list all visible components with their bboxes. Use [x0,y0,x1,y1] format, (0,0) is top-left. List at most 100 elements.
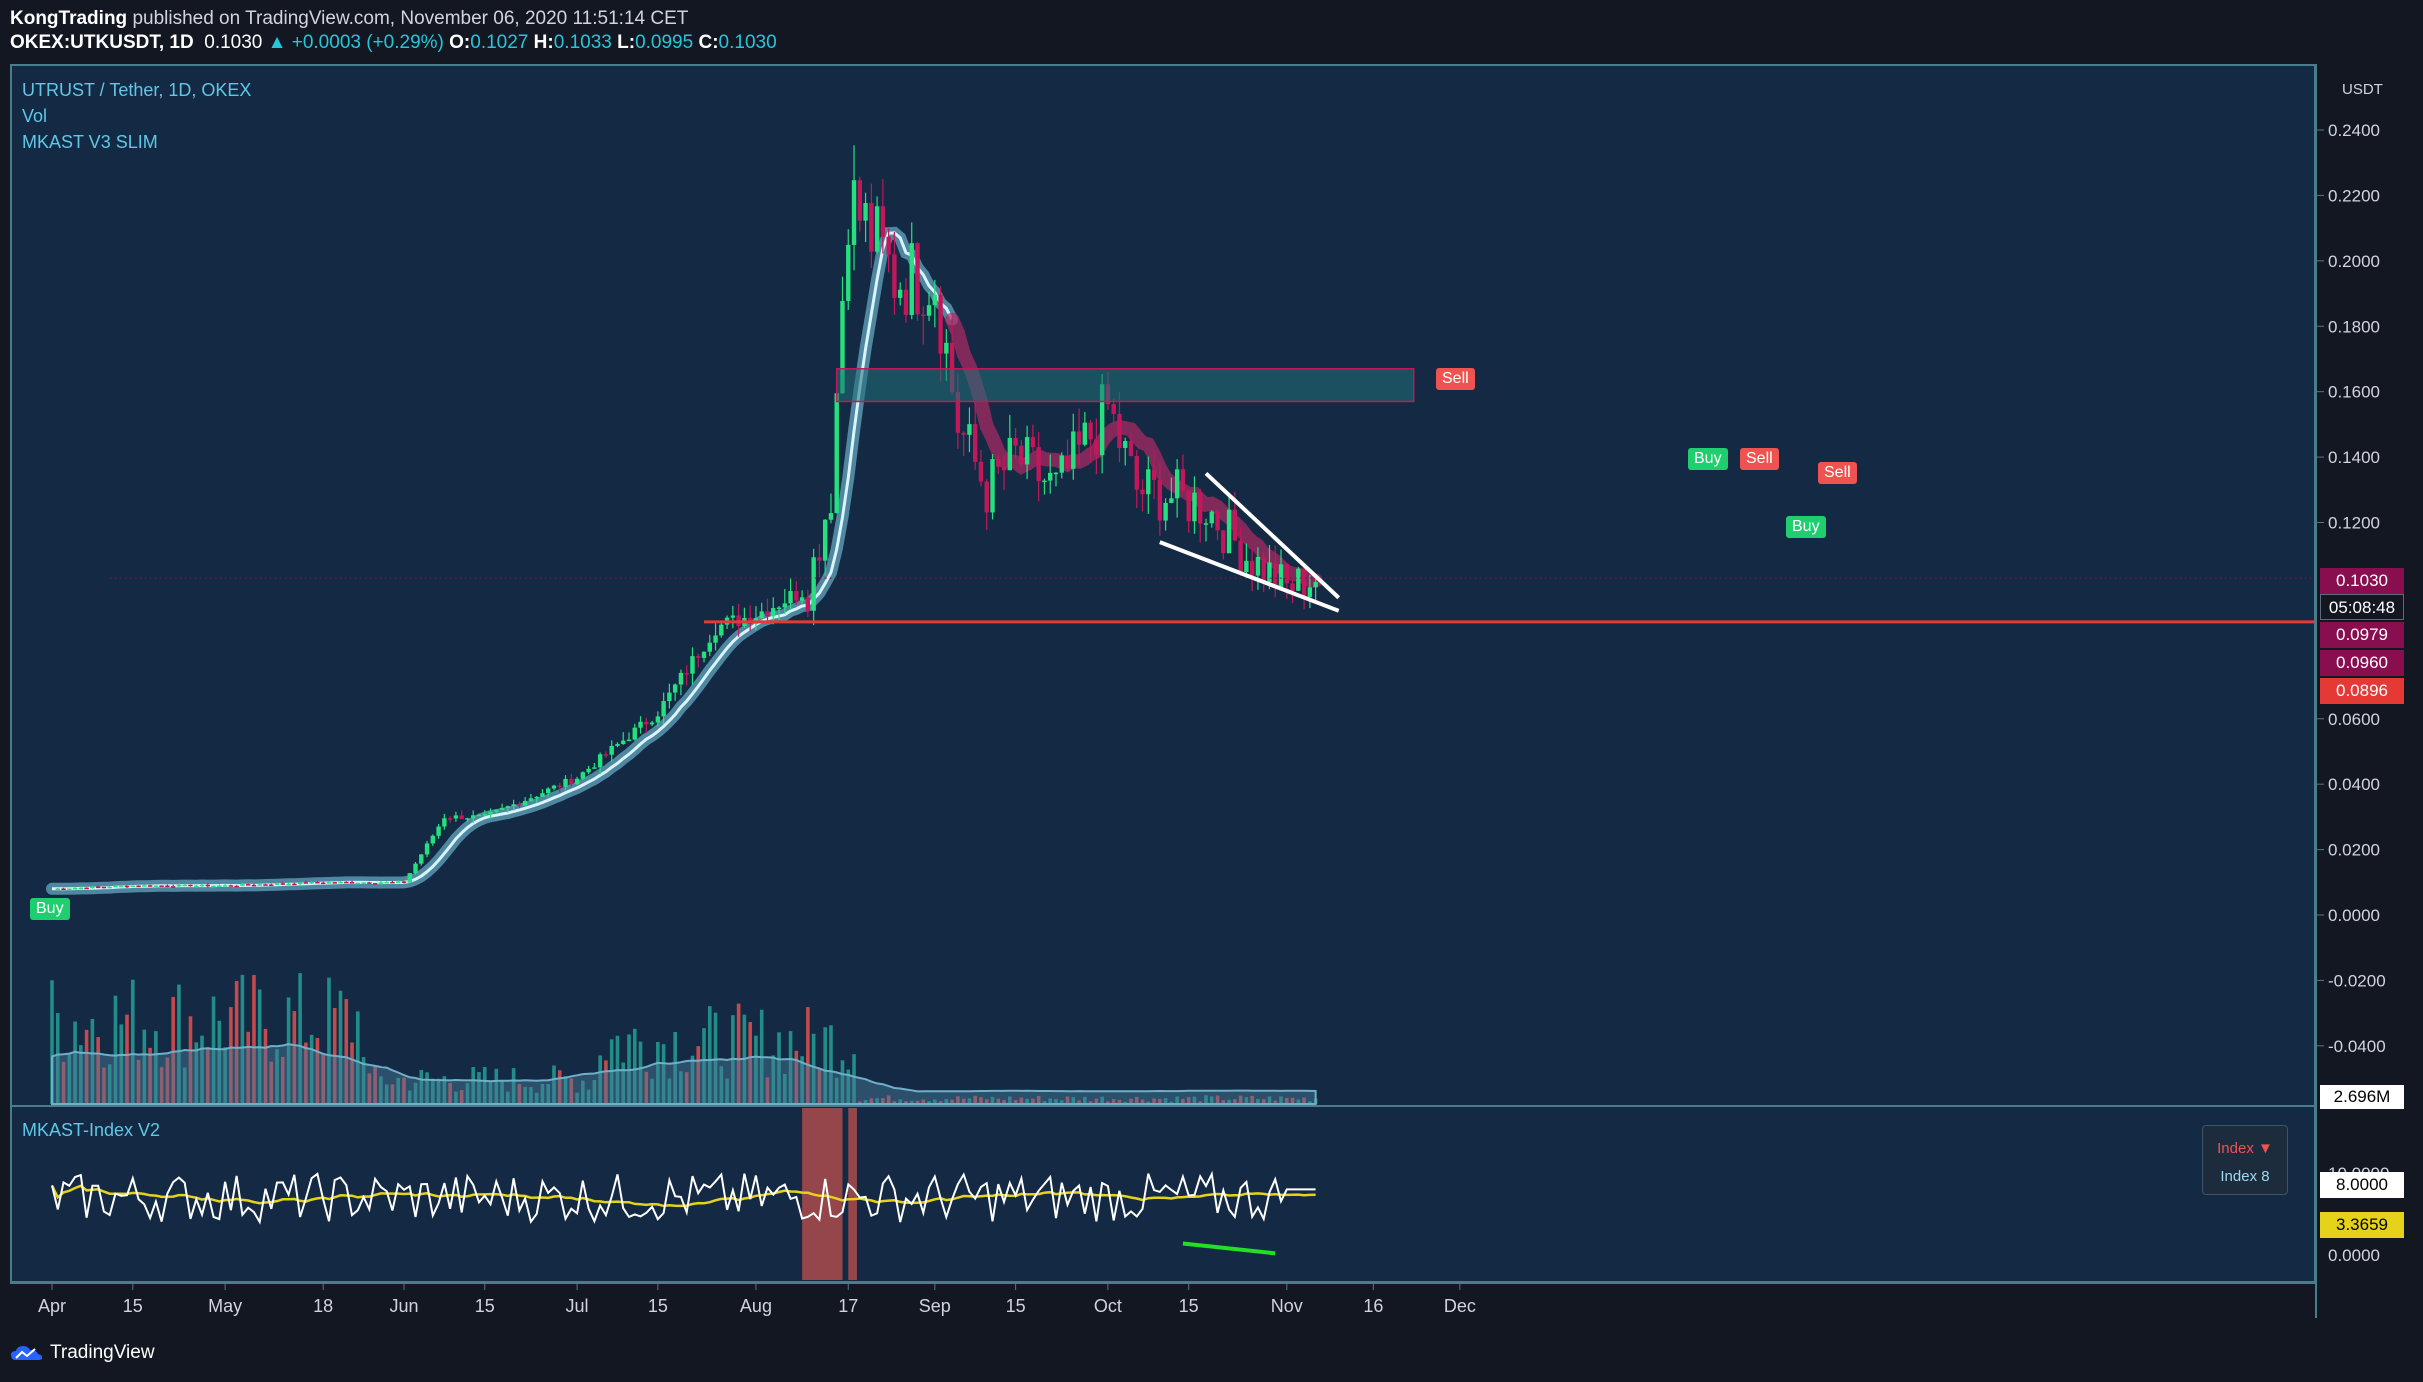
index-level-label: Index 8 [2220,1168,2270,1185]
price-tick-label: -0.0400 [2328,1037,2386,1056]
volume-bar [315,1038,320,1104]
volume-bar [1065,1096,1070,1104]
candle-body [522,800,528,806]
volume-bar [915,1100,920,1104]
volume-bar [852,1054,856,1104]
volume-bar [61,1061,66,1104]
buy-signal: Buy [30,898,70,920]
tradingview-cloud-icon [11,1346,43,1360]
publisher-name[interactable]: KongTrading [10,8,128,29]
candle-body [1151,469,1157,480]
candle-body [361,882,366,884]
candle-body [1128,441,1134,456]
tradingview-brand[interactable]: TradingView [10,1342,155,1364]
volume-bar [321,1054,325,1104]
candle-body [471,815,476,819]
candle-body [269,884,274,887]
candle-body [696,656,701,658]
candle-body [384,881,389,884]
candle-body [586,768,591,773]
volume-bar [90,1018,95,1104]
index-divergence-line [1182,1241,1276,1256]
legend-vol[interactable]: Vol [22,106,48,126]
candle-body [61,888,66,891]
candle-body [834,393,839,514]
index-ma-tag: 3.3659 [2320,1212,2404,1238]
candle-body [292,883,297,886]
volume-bar [107,1064,112,1104]
price-tick-label: 0.1600 [2328,383,2380,402]
candle-body [407,873,412,883]
symbol-label[interactable]: OKEX:UTKUSDT, 1D [10,32,194,53]
price-tick-label: 0.0000 [2328,906,2380,925]
legend-sub-indicator[interactable]: MKAST-Index V2 [22,1120,161,1140]
time-tick-label: Aug [740,1296,772,1316]
candle-body [142,885,147,887]
candle-body [667,692,672,702]
candle-body [551,785,557,789]
candle-body [609,745,614,755]
volume-bar [719,1066,724,1104]
candle-body [170,886,176,888]
candle-body [672,684,678,693]
volume-bar [286,997,291,1104]
candle-body [644,721,649,725]
candle-body [84,887,89,890]
candle-body [794,591,799,601]
volume-bar [529,1087,533,1104]
candle-body [1232,509,1238,541]
candle-body [771,608,776,617]
candle-body [863,203,868,221]
candle-body [926,305,932,316]
volume-bar [713,1012,718,1104]
index-value-tag: 8.0000 [2320,1172,2404,1198]
candle-body [846,244,851,301]
volume-bar [511,1068,516,1104]
volume-bar [436,1078,441,1104]
candle-body [661,701,666,717]
volume-bar [1100,1096,1104,1104]
legend-title[interactable]: UTRUST / Tether, 1D, OKEX [22,80,252,100]
volume-bar [350,1042,354,1104]
candle-body [1111,404,1116,414]
volume-bar [113,995,118,1104]
price-tag-0896: 0.0896 [2320,678,2404,704]
volume-bar [858,1101,862,1104]
legend-indicator[interactable]: MKAST V3 SLIM [22,132,158,152]
trendline-upper [1204,471,1341,600]
index-tick-label: 0.0000 [2328,1246,2380,1265]
candle-body [78,887,84,890]
candle-body [921,314,926,316]
candle-body [326,882,332,884]
candle-body [932,294,938,306]
candle-body [765,611,770,617]
candle-body [1099,384,1105,456]
candle-body [199,884,205,887]
index-status-box[interactable]: Index ▼ Index 8 [2202,1125,2288,1195]
volume-bar [552,1065,556,1104]
volume-bar [384,1084,389,1104]
volume-bar [223,1047,227,1104]
candle-body [234,885,239,888]
volume-bar [656,1041,660,1104]
volume-bar [234,981,239,1104]
candle-body [915,243,920,315]
candle-body [194,885,199,888]
volume-bar [563,1076,568,1104]
volume-bar [73,1021,77,1104]
volume-bar [1077,1100,1081,1104]
volume-bar [1111,1099,1116,1104]
chart-header: KongTrading published on TradingView.com… [0,0,2423,62]
volume-bar [482,1067,487,1104]
volume-bar [1181,1098,1185,1104]
candle-body [1209,511,1214,524]
candle-body [309,881,314,884]
candle-body [574,778,580,785]
volume-bar [275,1049,279,1104]
volume-bar [961,1098,966,1104]
candle-body [505,806,511,808]
candle-body [540,793,545,797]
candle-body [338,881,343,884]
candle-body [638,721,643,728]
